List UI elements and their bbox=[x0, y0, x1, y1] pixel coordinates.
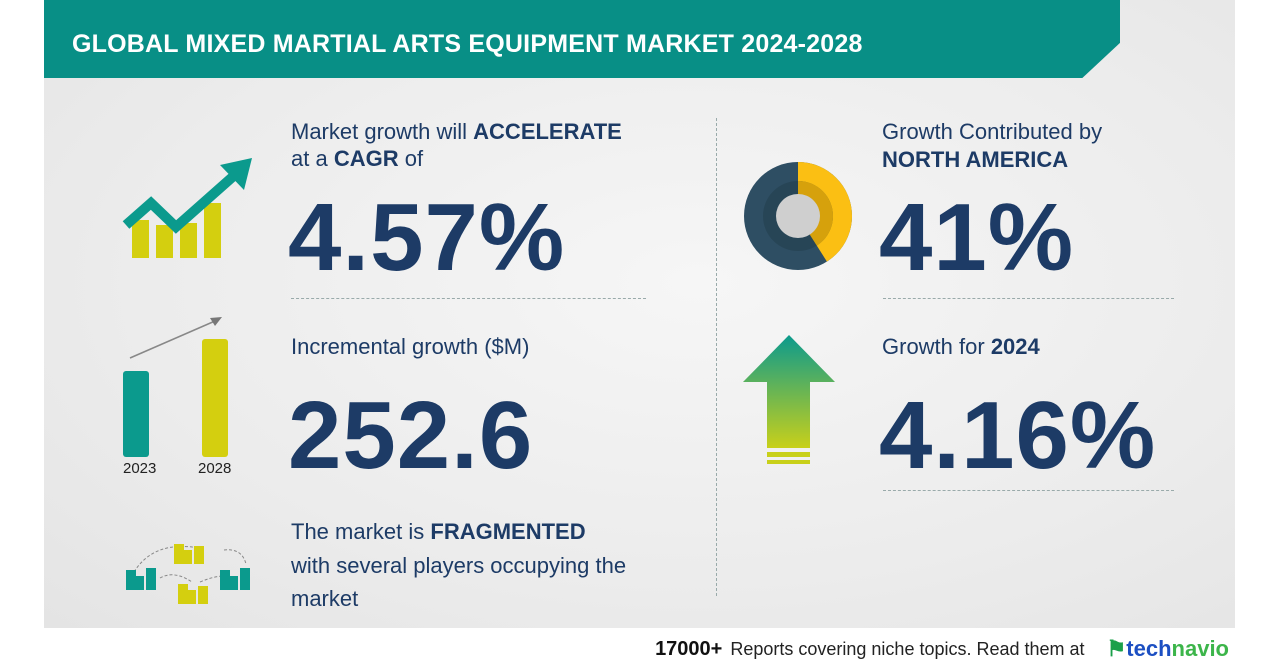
year-start-label: 2023 bbox=[123, 460, 157, 477]
logo-text-navio: navio bbox=[1171, 636, 1229, 661]
divider bbox=[883, 298, 1174, 299]
footer-text: 17000+ Reports covering niche topics. Rea… bbox=[655, 638, 1084, 661]
donut-center bbox=[776, 194, 820, 238]
logo-text-tech: tech bbox=[1126, 636, 1172, 661]
footer-caption: Reports covering niche topics. Read them… bbox=[730, 638, 1085, 659]
technavio-logo[interactable]: ⚑technavio bbox=[1107, 636, 1229, 662]
divider bbox=[291, 298, 646, 299]
region-value: 41% bbox=[879, 184, 1075, 291]
region-donut-chart bbox=[744, 162, 852, 270]
logo-flag-icon: ⚑ bbox=[1106, 636, 1127, 661]
region-label: Growth Contributed by bbox=[882, 119, 1103, 144]
growth-chart-icon bbox=[122, 158, 252, 258]
market-headline: The market is FRAGMENTED bbox=[291, 519, 586, 544]
divider bbox=[883, 490, 1174, 491]
report-count: 17000+ bbox=[655, 637, 723, 660]
cagr-value: 4.57% bbox=[288, 184, 566, 291]
vertical-divider bbox=[716, 118, 717, 596]
market-line3: market bbox=[291, 586, 359, 611]
incremental-bars-icon bbox=[123, 317, 228, 457]
incremental-label: Incremental growth ($M) bbox=[291, 334, 530, 359]
region-name: NORTH AMERICA bbox=[882, 147, 1069, 172]
market-line2: with several players occupying the bbox=[291, 553, 627, 578]
footer-row: 17000+ Reports covering niche topics. Rea… bbox=[655, 636, 1229, 662]
page-title: GLOBAL MIXED MARTIAL ARTS EQUIPMENT MARK… bbox=[72, 30, 863, 58]
growth-year-label: Growth for 2024 bbox=[882, 334, 1040, 359]
background-panel bbox=[44, 0, 1235, 628]
cagr-headline: Market growth will ACCELERATE bbox=[291, 119, 622, 144]
year-end-label: 2028 bbox=[198, 460, 232, 477]
header-banner bbox=[44, 0, 1120, 78]
up-arrow-icon bbox=[743, 335, 835, 464]
fragmented-buildings-icon bbox=[126, 544, 250, 604]
growth-year-value: 4.16% bbox=[879, 382, 1157, 489]
incremental-value: 252.6 bbox=[288, 382, 534, 489]
cagr-subline: at a CAGR of bbox=[291, 146, 424, 171]
